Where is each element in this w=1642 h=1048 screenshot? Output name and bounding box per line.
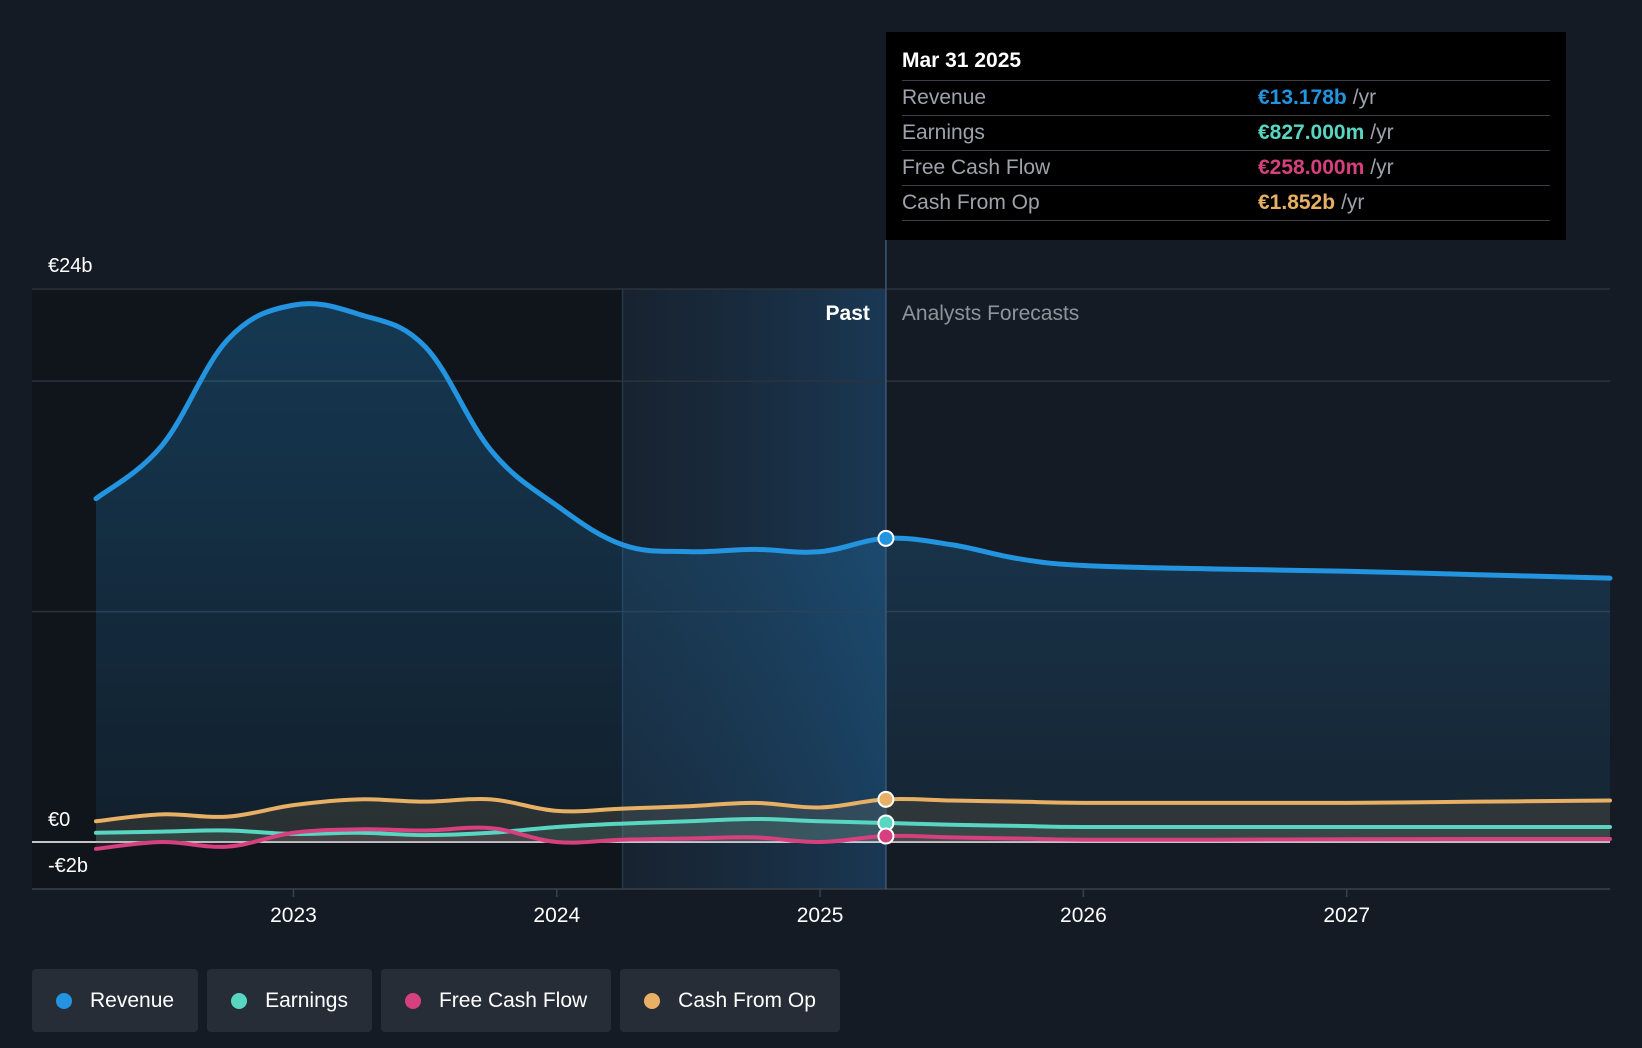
- tooltip-value: €1.852b: [1258, 191, 1336, 214]
- series-lines: [93, 301, 1613, 851]
- legend-item-revenue[interactable]: Revenue: [32, 969, 199, 1032]
- tooltip-label: Cash From Op: [902, 191, 1040, 214]
- earnings-area: [96, 818, 1610, 842]
- tooltip-row-revenue: Revenue €13.178b/yr: [902, 80, 1550, 115]
- series-markers: [877, 529, 895, 845]
- tooltip-label: Revenue: [902, 86, 987, 109]
- x-tick-label: 2023: [270, 904, 317, 927]
- tooltip-row-free-cash-flow: Free Cash Flow €258.000m/yr: [902, 150, 1550, 185]
- legend-label: Free Cash Flow: [438, 988, 588, 1012]
- y-axis-top-label: €24b: [48, 255, 93, 277]
- legend-dot-icon: [644, 992, 661, 1009]
- tooltip-date: Mar 31 2025: [902, 49, 1022, 72]
- earnings-line: [94, 816, 1612, 838]
- tooltip-unit: /yr: [1352, 86, 1377, 109]
- tooltip-value: €13.178b: [1258, 86, 1347, 109]
- tooltip-value: €258.000m: [1258, 156, 1365, 179]
- legend-item-free-cash-flow[interactable]: Free Cash Flow: [380, 969, 612, 1032]
- x-tick-label: 2027: [1323, 904, 1370, 927]
- tooltip-row-earnings: Earnings €827.000m/yr: [902, 115, 1550, 150]
- tooltip-label: Free Cash Flow: [902, 156, 1051, 179]
- legend-dot-icon: [56, 992, 72, 1009]
- tooltip-unit: /yr: [1370, 121, 1394, 144]
- tooltip-row-cash-from-op: Cash From Op €1.852b/yr: [902, 185, 1550, 221]
- legend-label: Earnings: [265, 988, 348, 1012]
- y-axis-zero-label: €0: [48, 809, 70, 831]
- cash-from-op-line: [94, 796, 1612, 824]
- tooltip-value: €827.000m: [1258, 121, 1365, 144]
- legend-label: Cash From Op: [678, 988, 816, 1012]
- legend-dot-icon: [231, 992, 248, 1009]
- revenue-area: [96, 303, 1610, 843]
- tooltip-unit: /yr: [1370, 156, 1394, 179]
- revenue-point[interactable]: [877, 529, 895, 547]
- x-tick-label: 2026: [1060, 904, 1107, 927]
- forecast-label: Analysts Forecasts: [902, 302, 1079, 325]
- data-tooltip: Mar 31 2025 Revenue €13.178b/yr Earnings €8…: [886, 32, 1566, 240]
- free-cash-flow-line: [94, 825, 1612, 851]
- legend-dot-icon: [404, 992, 421, 1009]
- past-label: Past: [826, 302, 870, 325]
- cash-from-op-point[interactable]: [877, 790, 895, 808]
- x-tick-label: 2025: [797, 904, 844, 927]
- x-tick-label: 2024: [533, 904, 580, 927]
- revenue-line: [93, 301, 1613, 581]
- y-axis-bottom-label: -€2b: [48, 855, 88, 877]
- tooltip-unit: /yr: [1341, 191, 1365, 214]
- legend: Revenue Earnings Free Cash Flow Cash From O…: [32, 969, 840, 1032]
- legend-item-earnings[interactable]: Earnings: [207, 969, 372, 1032]
- free-cash-flow-point[interactable]: [877, 827, 895, 845]
- tooltip-label: Earnings: [902, 121, 985, 144]
- legend-item-cash-from-op[interactable]: Cash From Op: [620, 969, 840, 1032]
- x-axis-ticks: 2023 2024 2025 2026 2027: [270, 889, 1370, 927]
- legend-label: Revenue: [90, 988, 175, 1012]
